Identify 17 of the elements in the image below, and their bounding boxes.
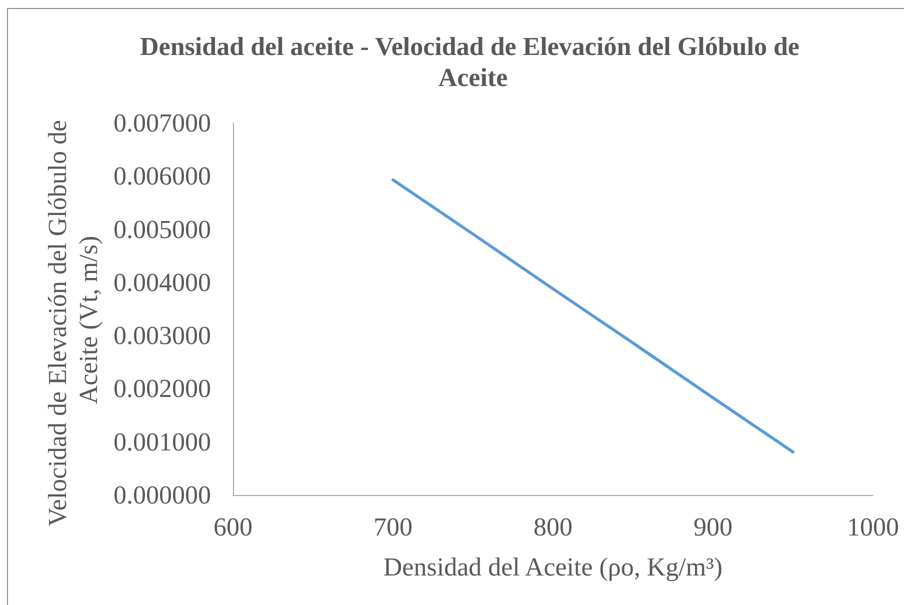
y-axis-title: Velocidad de Elevación del Glóbulo de Aceite (Vt, m/s) [43, 114, 103, 526]
chart-title: Densidad del aceite - Velocidad de Elevación del Glóbulo de Aceite [140, 32, 806, 92]
x-axis-title: Densidad del Aceite (ρo, Kg/m³) [383, 552, 723, 582]
y-tick-label: 0.006000 [114, 162, 211, 191]
y-tick-label: 0.001000 [114, 427, 211, 456]
x-tick-label: 800 [534, 512, 572, 542]
y-tick-label: 0.000000 [114, 480, 211, 510]
y-tick-label: 0.005000 [114, 214, 211, 244]
y-tick-label: 0.002000 [114, 374, 211, 404]
x-tick-label: 600 [214, 512, 252, 542]
y-tick-label: 0.007000 [114, 108, 211, 138]
y-tick-label: 0.004000 [114, 268, 211, 297]
x-tick-label: 900 [694, 512, 732, 542]
x-tick-label: 1000 [847, 512, 899, 542]
line-series [392, 178, 794, 454]
x-tick-label: 700 [374, 512, 412, 542]
y-tick-label: 0.003000 [114, 321, 211, 350]
